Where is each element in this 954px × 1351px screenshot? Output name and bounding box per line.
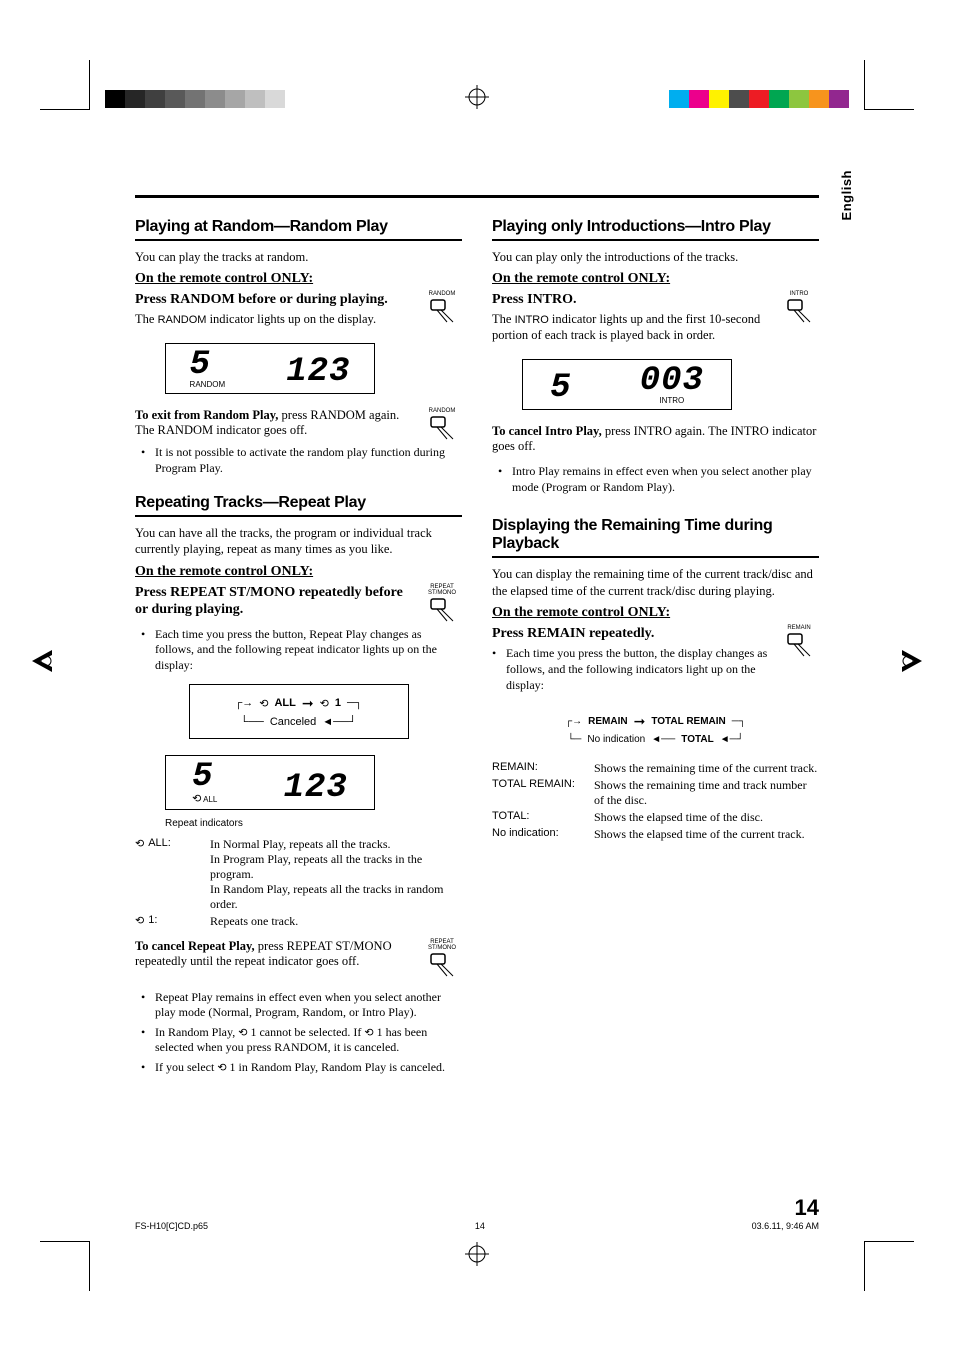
term: TOTAL: [492, 810, 594, 825]
subheading: On the remote control ONLY: [492, 271, 819, 287]
section-title: Repeating Tracks—Repeat Play [135, 494, 462, 517]
remote-button-icon [429, 298, 455, 324]
lcd-digit: 5 [192, 760, 217, 794]
horizontal-rule [135, 195, 819, 198]
button-label: REPEAT ST/MONO [428, 584, 456, 596]
definition: Shows the remaining time and track numbe… [594, 778, 819, 808]
legend: ⟲ALL:In Normal Play, repeats all the tra… [135, 837, 462, 929]
remote-button-icon [786, 298, 812, 324]
lcd-digit: 003 [640, 364, 704, 398]
instruction: Press REMAIN repeatedly. [492, 625, 775, 643]
grayscale-bars [105, 90, 285, 108]
loop-icon: ⟲ [135, 914, 144, 927]
bullet-item: •Each time you press the button, Repeat … [141, 627, 462, 674]
legend-value: In Normal Play, repeats all the tracks. … [210, 837, 462, 912]
crop-mark [864, 60, 914, 110]
lcd-display: 5 ⟲ ALL 123 [165, 755, 375, 810]
remain-cycle-diagram: ┌→REMAINTOTAL REMAIN─┐ └─No indication◄─… [526, 707, 786, 751]
remote-button-icon [429, 597, 455, 623]
remote-button-repeat: REPEAT ST/MONO [422, 584, 462, 623]
color-bars [669, 90, 849, 108]
remote-button-icon [786, 632, 812, 658]
lcd-digit: 123 [284, 771, 348, 805]
paragraph: To cancel Repeat Play, press REPEAT ST/M… [135, 939, 418, 969]
lcd-digit: 123 [286, 355, 350, 389]
definition: Shows the remaining time of the current … [594, 761, 819, 776]
footer: FS-H10[C]CD.p65 14 03.6.11, 9:46 AM [135, 1221, 819, 1231]
lcd-digit: 5 [550, 371, 571, 405]
left-column: Playing at Random—Random Play You can pl… [135, 218, 462, 1079]
subheading: On the remote control ONLY: [135, 564, 462, 580]
crop-mark [40, 60, 90, 110]
arrow-right-icon [902, 650, 922, 672]
section-title: Playing only Introductions—Intro Play [492, 218, 819, 241]
loop-icon: ⟲ [259, 697, 268, 710]
button-label: RANDOM [429, 291, 456, 297]
button-label: REPEAT ST/MONO [428, 939, 456, 951]
footer-date: 03.6.11, 9:46 AM [752, 1221, 819, 1231]
button-label: REMAIN [787, 625, 810, 631]
remote-button-icon [429, 952, 455, 978]
lcd-digit: 5 [190, 348, 226, 382]
loop-icon: ⟲ [320, 697, 329, 710]
language-tab: English [839, 170, 854, 220]
arrow-left-icon [32, 650, 52, 672]
paragraph: The INTRO indicator lights up and the fi… [492, 311, 775, 344]
paragraph: You can display the remaining time of th… [492, 566, 819, 599]
page-number: 14 [795, 1195, 819, 1221]
page: English Playing at Random—Random Play Yo… [0, 0, 954, 1351]
lcd-indicator: ⟲ ALL [192, 792, 217, 805]
paragraph: You can have all the tracks, the program… [135, 525, 462, 558]
remote-button-repeat: REPEAT ST/MONO [422, 939, 462, 978]
section-title: Playing at Random—Random Play [135, 218, 462, 241]
lcd-indicator: RANDOM [190, 380, 226, 389]
bullet-item: •Intro Play remains in effect even when … [498, 464, 819, 495]
registration-mark-icon [465, 1242, 489, 1266]
footer-file: FS-H10[C]CD.p65 [135, 1221, 208, 1231]
remote-button-remain: REMAIN [779, 625, 819, 658]
term: No indication: [492, 827, 594, 842]
remote-button-random: RANDOM [422, 408, 462, 441]
footer-page: 14 [475, 1221, 485, 1231]
paragraph: To exit from Random Play, press RANDOM a… [135, 408, 418, 438]
repeat-cycle-diagram: ┌→ ⟲ ALL ⟲ 1 ─┐ └── Canceled ◄──┘ [189, 684, 409, 739]
right-column: Playing only Introductions—Intro Play Yo… [492, 218, 819, 1079]
paragraph: You can play the tracks at random. [135, 249, 462, 265]
remote-button-icon [429, 415, 455, 441]
bullet-item: •It is not possible to activate the rand… [141, 445, 462, 476]
bullet-item: •Repeat Play remains in effect even when… [141, 990, 462, 1021]
lcd-display: 5 RANDOM 123 [165, 343, 375, 394]
paragraph: You can play only the introductions of t… [492, 249, 819, 265]
remote-button-random: RANDOM [422, 291, 462, 324]
lcd-display: 5 003 INTRO [522, 359, 732, 410]
definition: Shows the elapsed time of the current tr… [594, 827, 819, 842]
subheading: On the remote control ONLY: [135, 271, 462, 287]
crop-mark [40, 1241, 90, 1291]
bullet-item: •If you select ⟲ 1 in Random Play, Rando… [141, 1060, 462, 1076]
loop-icon: ⟲ [135, 837, 144, 850]
instruction: Press INTRO. [492, 291, 775, 309]
instruction: Press RANDOM before or during playing. [135, 291, 418, 309]
paragraph: The RANDOM indicator lights up on the di… [135, 311, 418, 327]
registration-mark-icon [465, 85, 489, 109]
subheading: On the remote control ONLY: [492, 605, 819, 621]
remote-button-intro: INTRO [779, 291, 819, 324]
term: TOTAL REMAIN: [492, 778, 594, 808]
legend-value: Repeats one track. [210, 914, 462, 929]
bullet-item: •In Random Play, ⟲ 1 cannot be selected.… [141, 1025, 462, 1056]
bullet-item: •Each time you press the button, the dis… [492, 646, 775, 693]
button-label: INTRO [790, 291, 809, 297]
section-title: Displaying the Remaining Time during Pla… [492, 517, 819, 558]
crop-mark [864, 1241, 914, 1291]
paragraph: To cancel Intro Play, press INTRO again.… [492, 424, 819, 454]
caption: Repeat indicators [165, 818, 462, 829]
term: REMAIN: [492, 761, 594, 776]
instruction: Press REPEAT ST/MONO repeatedly before o… [135, 584, 418, 619]
button-label: RANDOM [429, 408, 456, 414]
content: Playing at Random—Random Play You can pl… [135, 195, 819, 1211]
definition: Shows the elapsed time of the disc. [594, 810, 819, 825]
definition-table: REMAIN:Shows the remaining time of the c… [492, 761, 819, 842]
